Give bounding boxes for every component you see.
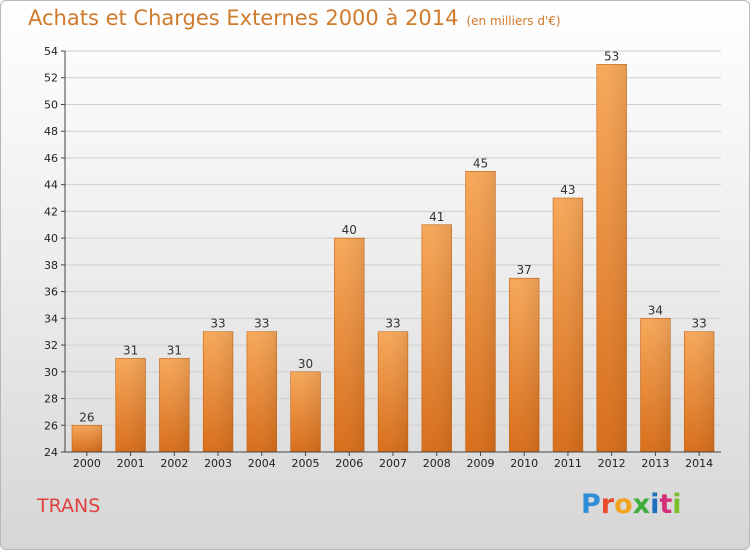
x-tick-label-2006: 2006 [335, 457, 363, 470]
bar-shade-2007 [378, 331, 408, 452]
value-label-2000: 26 [79, 410, 94, 424]
x-tick-label-2013: 2013 [641, 457, 669, 470]
x-tick-label-2000: 2000 [73, 457, 101, 470]
bar-shade-2004 [246, 331, 277, 452]
x-tick-label-2008: 2008 [423, 457, 451, 470]
x-tick-label-2012: 2012 [598, 457, 626, 470]
value-label-2014: 33 [691, 317, 706, 331]
value-label-2008: 41 [429, 210, 444, 224]
x-tick-label-2004: 2004 [248, 457, 276, 470]
chart-title-text: Achats et Charges Externes 2000 à 2014 [28, 6, 459, 30]
y-tick-label-38: 38 [44, 259, 58, 272]
bar-shade-2001 [115, 358, 146, 452]
bar-shade-2010 [509, 278, 540, 452]
bar-shade-2002 [159, 358, 190, 452]
value-label-2004: 33 [254, 317, 269, 331]
bar-shade-2009 [465, 171, 496, 453]
x-tick-label-2010: 2010 [510, 457, 538, 470]
y-tick-label-30: 30 [44, 366, 58, 379]
y-tick-label-36: 36 [44, 286, 58, 299]
value-label-2009: 45 [473, 156, 488, 170]
bar-shade-2000 [71, 425, 102, 452]
bar-shade-2013 [640, 318, 671, 452]
y-tick-label-32: 32 [44, 339, 58, 352]
y-tick-label-40: 40 [44, 232, 58, 245]
y-tick-label-26: 26 [44, 419, 58, 432]
y-tick-label-42: 42 [44, 205, 58, 218]
x-tick-label-2009: 2009 [466, 457, 494, 470]
chart-title: Achats et Charges Externes 2000 à 2014 (e… [28, 6, 561, 30]
y-tick-label-50: 50 [44, 98, 58, 111]
x-tick-label-2002: 2002 [160, 457, 188, 470]
bar-shade-2003 [203, 331, 233, 452]
value-label-2010: 37 [517, 263, 532, 277]
x-tick-label-2011: 2011 [554, 457, 582, 470]
value-label-2002: 31 [167, 343, 182, 357]
bar-shade-2005 [290, 371, 321, 452]
y-tick-label-46: 46 [44, 152, 58, 165]
x-tick-label-2001: 2001 [117, 457, 145, 470]
value-label-2001: 31 [123, 343, 138, 357]
y-tick-label-48: 48 [44, 125, 58, 138]
y-tick-label-44: 44 [44, 179, 58, 192]
x-tick-label-2005: 2005 [292, 457, 320, 470]
value-label-2012: 53 [604, 49, 619, 63]
value-label-2006: 40 [342, 223, 357, 237]
proxiti-logo: Proxiti [581, 489, 682, 520]
value-label-2011: 43 [560, 183, 575, 197]
value-label-2007: 33 [385, 317, 400, 331]
value-label-2005: 30 [298, 357, 313, 371]
bar-shade-2012 [596, 64, 627, 452]
bar-shade-2014 [684, 331, 715, 452]
x-tick-label-2003: 2003 [204, 457, 232, 470]
value-label-2003: 33 [210, 317, 225, 331]
chart-unit: (en milliers d'€) [466, 14, 561, 28]
y-tick-label-34: 34 [44, 312, 58, 325]
value-label-2013: 34 [648, 303, 663, 317]
y-tick-label-24: 24 [44, 446, 58, 459]
bar-layer: 26 31 31 33 33 30 40 33 41 45 37 43 53 34 33 [71, 49, 715, 453]
axis-layer: 24 26 28 30 32 34 36 38 40 42 44 46 48 50 52 54 2000 2001… [44, 45, 721, 470]
y-tick-label-28: 28 [44, 393, 58, 406]
x-tick-label-2007: 2007 [379, 457, 407, 470]
bar-shade-2008 [421, 224, 452, 452]
bar-shade-2011 [553, 198, 583, 452]
x-tick-label-2014: 2014 [685, 457, 713, 470]
y-tick-label-52: 52 [44, 72, 58, 85]
location-label: TRANS [37, 495, 101, 517]
y-tick-label-54: 54 [44, 45, 58, 58]
bar-shade-2006 [334, 238, 365, 452]
